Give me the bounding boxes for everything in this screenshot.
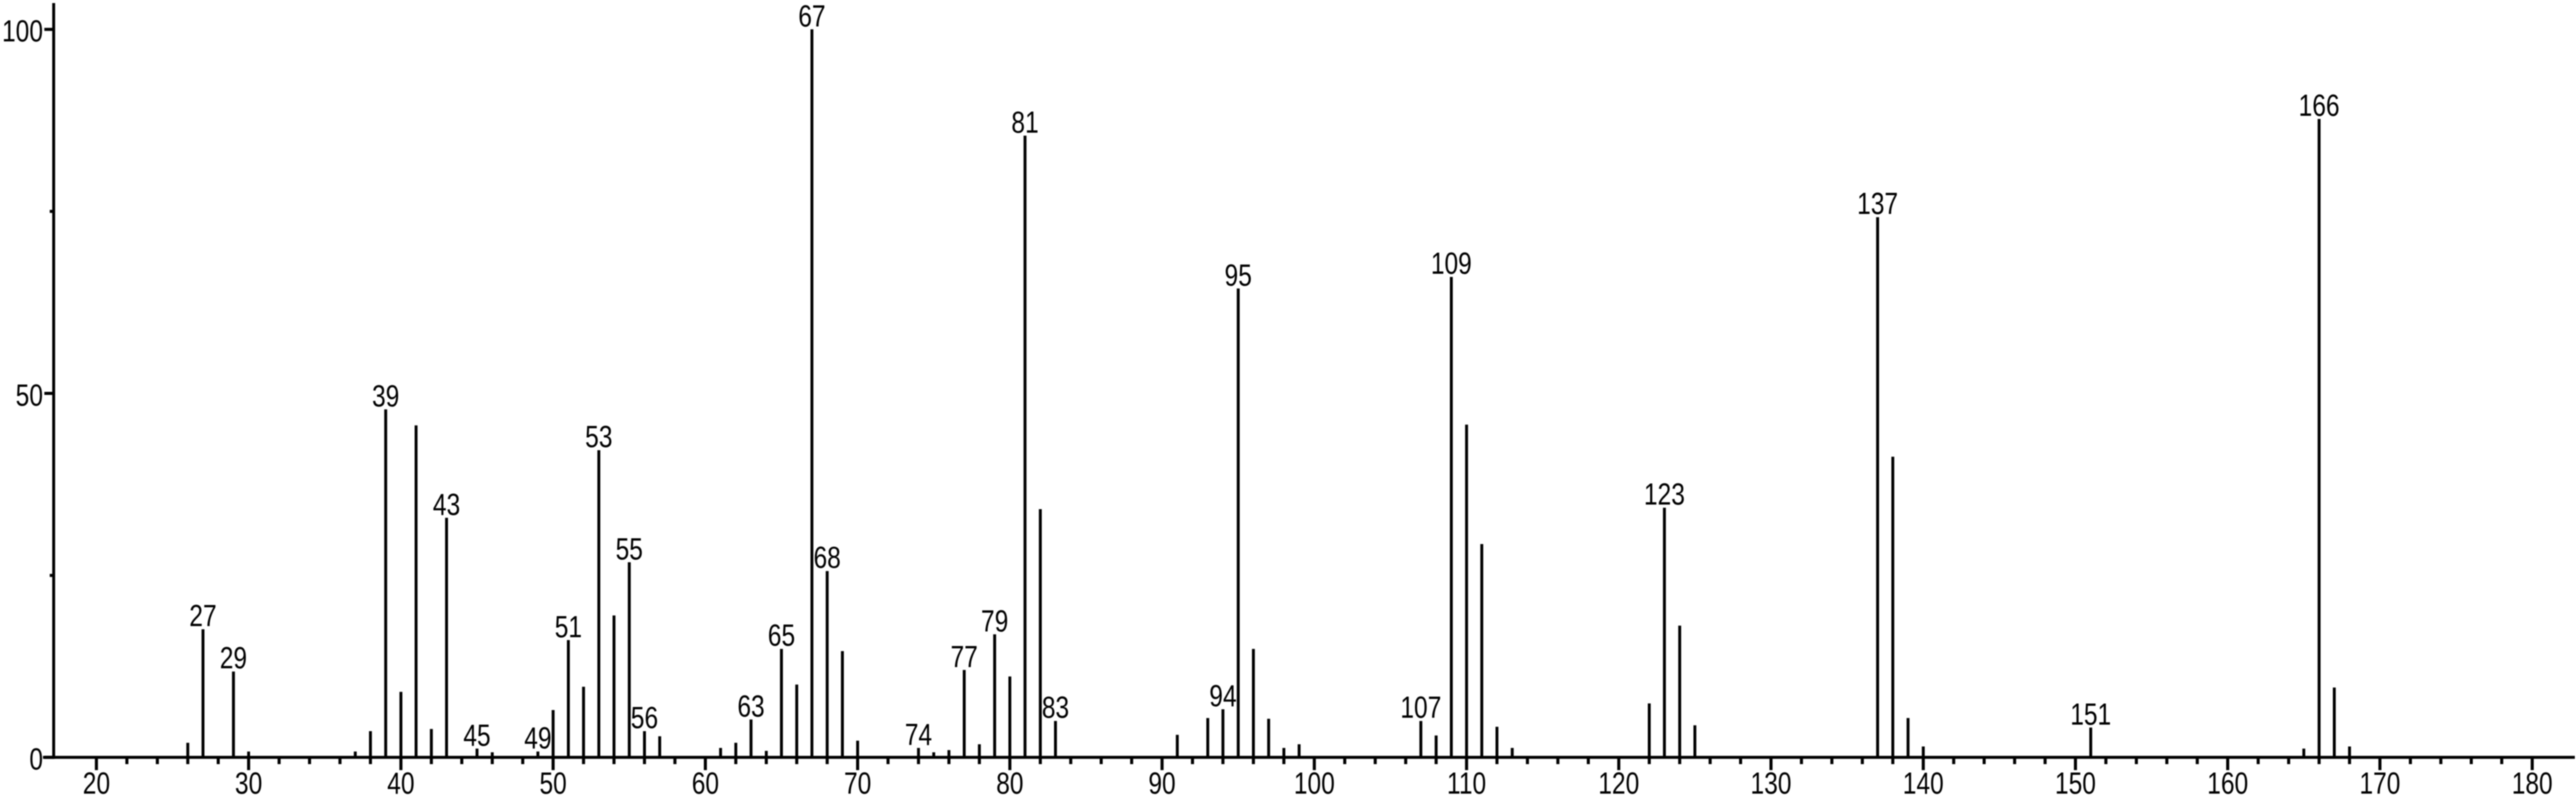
svg-text:51: 51: [555, 609, 582, 643]
svg-text:100: 100: [1294, 766, 1335, 799]
svg-text:180: 180: [2512, 766, 2552, 799]
svg-text:39: 39: [372, 378, 400, 413]
svg-text:81: 81: [1011, 104, 1039, 139]
svg-text:77: 77: [950, 639, 978, 673]
svg-text:40: 40: [387, 766, 415, 799]
svg-text:83: 83: [1042, 690, 1069, 725]
svg-text:137: 137: [1857, 186, 1898, 221]
svg-text:80: 80: [996, 766, 1024, 799]
svg-text:107: 107: [1401, 690, 1441, 725]
svg-text:79: 79: [981, 603, 1009, 638]
svg-text:50: 50: [15, 377, 43, 412]
svg-text:67: 67: [799, 0, 826, 33]
svg-text:170: 170: [2360, 766, 2400, 799]
svg-text:109: 109: [1431, 246, 1471, 281]
svg-text:100: 100: [2, 14, 43, 48]
svg-text:166: 166: [2298, 88, 2339, 123]
svg-text:123: 123: [1644, 477, 1685, 511]
svg-text:90: 90: [1148, 766, 1176, 799]
svg-text:140: 140: [1902, 766, 1943, 799]
svg-text:74: 74: [904, 717, 932, 751]
svg-text:151: 151: [2070, 696, 2111, 731]
svg-text:94: 94: [1209, 679, 1237, 713]
svg-text:20: 20: [83, 766, 110, 799]
svg-text:160: 160: [2207, 766, 2248, 799]
svg-text:45: 45: [463, 718, 491, 752]
svg-text:120: 120: [1599, 766, 1639, 799]
svg-text:29: 29: [219, 640, 247, 675]
svg-text:50: 50: [539, 766, 567, 799]
svg-text:56: 56: [631, 700, 658, 735]
svg-text:68: 68: [813, 540, 841, 574]
svg-text:150: 150: [2055, 766, 2096, 799]
svg-text:30: 30: [235, 766, 262, 799]
svg-text:60: 60: [692, 766, 720, 799]
svg-text:65: 65: [768, 618, 796, 653]
svg-text:53: 53: [585, 419, 613, 454]
svg-text:110: 110: [1447, 766, 1486, 799]
svg-text:43: 43: [433, 487, 460, 521]
svg-text:55: 55: [615, 531, 643, 566]
svg-text:130: 130: [1751, 766, 1791, 799]
svg-text:27: 27: [189, 598, 217, 633]
svg-text:0: 0: [29, 741, 43, 776]
svg-text:95: 95: [1224, 258, 1252, 292]
svg-text:63: 63: [737, 689, 765, 723]
svg-text:49: 49: [524, 721, 552, 755]
svg-text:70: 70: [844, 766, 871, 799]
